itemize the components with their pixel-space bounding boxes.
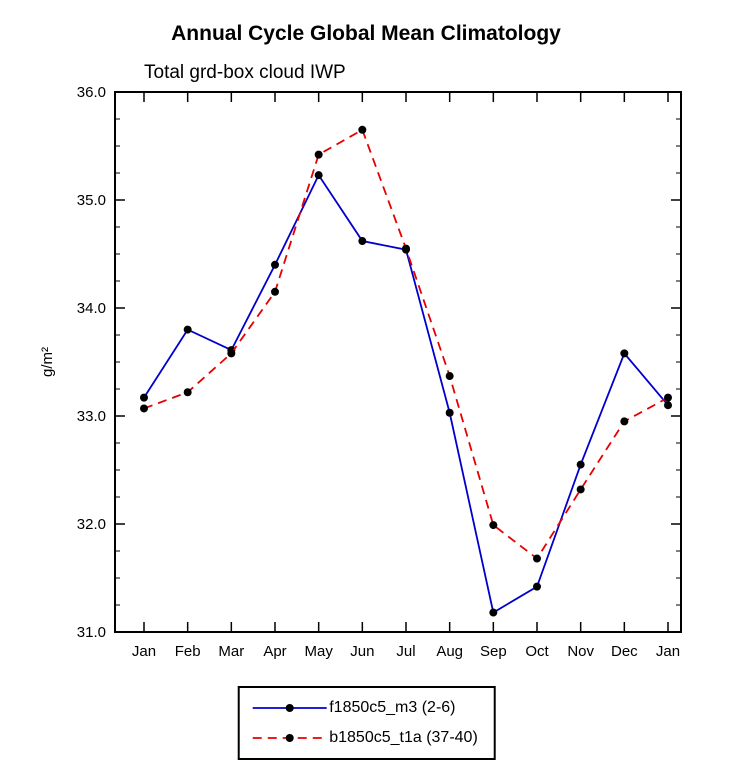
- data-point-marker: [620, 349, 629, 358]
- x-tick-label: Sep: [480, 643, 507, 660]
- data-point-marker: [445, 408, 454, 417]
- y-axis-label: g/m²: [39, 347, 56, 377]
- data-point-marker: [314, 150, 323, 159]
- data-point-marker: [489, 608, 498, 617]
- series-line: [143, 173, 669, 614]
- x-tick-label: Apr: [263, 643, 286, 660]
- x-tick-label: May: [304, 643, 333, 660]
- x-tick-label: Oct: [525, 643, 549, 660]
- legend-marker-dot: [285, 704, 294, 712]
- x-tick-label: Jan: [132, 643, 156, 660]
- x-axis: Jan Feb Mar Apr May Jun Jul Aug Sep Oct Nov Dec Jan: [132, 92, 680, 660]
- x-tick-label: Aug: [436, 643, 463, 660]
- data-point-marker: [271, 287, 279, 296]
- data-point-marker: [140, 404, 148, 413]
- data-point-marker: [664, 401, 672, 410]
- data-point-marker: [402, 244, 410, 253]
- legend-label: b1850c5_t1a (37-40): [329, 729, 478, 746]
- chart-subtitle: Total grd-box cloud IWP: [144, 62, 346, 83]
- chart-title: Annual Cycle Global Mean Climatology: [171, 22, 561, 45]
- data-point-marker: [140, 393, 148, 402]
- y-tick-label: 32.0: [77, 516, 106, 533]
- data-point-marker: [533, 582, 541, 591]
- data-point-marker: [183, 388, 192, 397]
- y-tick-label: 34.0: [77, 300, 106, 317]
- data-point-marker: [358, 125, 367, 134]
- y-tick-label: 35.0: [77, 192, 106, 209]
- legend-label: f1850c5_m3 (2-6): [329, 699, 456, 716]
- data-point-marker: [183, 325, 192, 334]
- data-point-marker: [358, 237, 367, 246]
- y-axis: 31.0 32.0 33.0 34.0 35.0 36.0: [77, 84, 681, 641]
- legend-entry: f1850c5_m3 (2-6): [251, 693, 478, 723]
- y-tick-label: 31.0: [77, 624, 106, 641]
- data-point-marker: [314, 171, 323, 180]
- series-f1850c5-m3: [140, 171, 672, 617]
- x-tick-label: Dec: [611, 643, 638, 660]
- data-point-marker: [489, 521, 498, 530]
- x-tick-label: Mar: [218, 643, 244, 660]
- legend-line-sample: [252, 704, 327, 712]
- legend-line-sample: [252, 734, 327, 742]
- data-point-marker: [445, 372, 454, 381]
- y-tick-label: 33.0: [77, 408, 106, 425]
- legend-entry: b1850c5_t1a (37-40): [251, 723, 478, 753]
- data-point-marker: [576, 460, 585, 469]
- data-point-marker: [271, 260, 279, 269]
- x-tick-label: Jul: [396, 643, 415, 660]
- x-tick-label: Jun: [350, 643, 374, 660]
- legend-marker-dot: [285, 734, 294, 742]
- data-point-marker: [664, 393, 672, 402]
- x-tick-label: Nov: [567, 643, 594, 660]
- data-point-marker: [620, 417, 629, 426]
- series-b1850c5-t1a: [140, 125, 672, 563]
- data-point-marker: [576, 485, 585, 494]
- data-point-marker: [533, 554, 541, 563]
- y-tick-label: 36.0: [77, 84, 106, 101]
- chart-legend: f1850c5_m3 (2-6) b1850c5_t1a (37-40): [237, 686, 496, 760]
- x-tick-label: Feb: [175, 643, 201, 660]
- data-point-marker: [227, 349, 236, 358]
- plot-frame: [114, 91, 682, 633]
- series-line: [143, 128, 669, 560]
- x-tick-label: Jan: [656, 643, 680, 660]
